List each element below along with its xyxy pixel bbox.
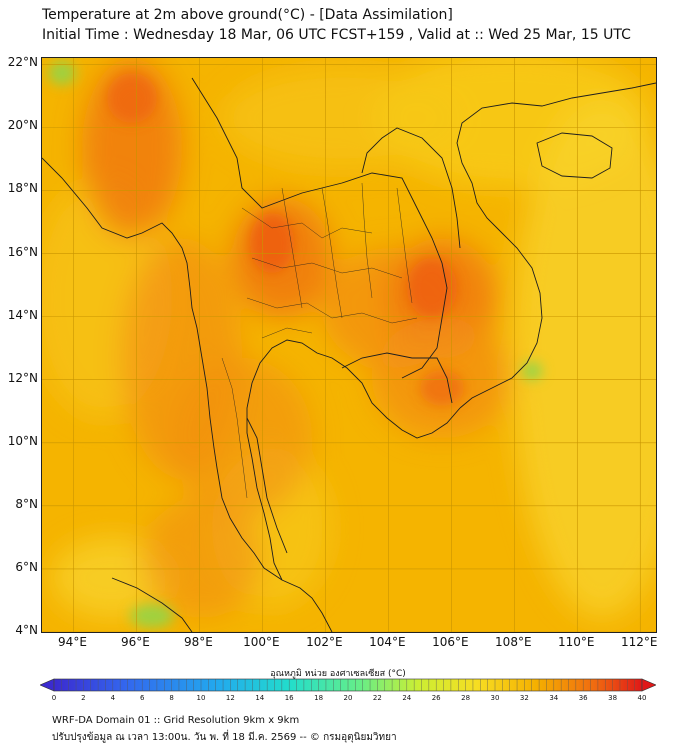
coastline-vietnam [456,82,656,409]
colorbar-tick-label: 38 [608,694,618,702]
coastline-myanmar-west [42,157,333,632]
lon-label: 108°E [495,635,532,649]
lon-label: 102°E [306,635,343,649]
footer-update-info: ปรับปรุงข้อมูล ณ เวลา 13:00น. วัน พ. ที่… [52,732,397,743]
lat-label: 6°N [15,559,38,574]
colorbar-tick-label: 14 [255,694,265,702]
colorbar-tick-label: 12 [225,694,235,702]
colorbar-tick-label: 32 [519,694,529,702]
coastline-gulf-thailand [246,339,461,581]
lon-label: 106°E [432,635,469,649]
colorbar-tick-label: 2 [81,694,86,702]
temperature-field [42,58,656,618]
land-borders [42,77,656,632]
lon-label: 112°E [621,635,658,649]
colorbar-label: อุณหภูมิ หน่วย องศาเซลเซียส (°C) [270,669,406,679]
colorbar-tick-label: 16 [284,694,294,702]
peninsula-border [246,417,288,554]
colorbar-tick-label: 10 [196,694,206,702]
colorbar-min-arrow [40,678,55,692]
colorbar-tick-label: 22 [372,694,382,702]
lon-label: 104°E [369,635,406,649]
colorbar-tick-label: 34 [549,694,559,702]
lon-label: 110°E [558,635,595,649]
colorbar-tick-label: 30 [490,694,500,702]
colorbar-tick-label: 24 [402,694,412,702]
lat-label: 22°N [7,55,38,70]
lat-label: 20°N [7,118,38,133]
colorbar-tick-label: 4 [110,694,116,702]
lat-label: 16°N [7,244,38,259]
map-canvas [42,58,656,632]
lat-label: 10°N [7,433,38,448]
temperature-map[interactable] [41,57,657,633]
footer-model-info: WRF-DA Domain 01 :: Grid Resolution 9km … [52,715,300,726]
lon-label: 94°E [58,635,87,649]
colorbar-tick-label: 26 [431,694,441,702]
cambodia-border [341,352,453,404]
lat-label: 8°N [15,496,38,511]
map-subtitle: Initial Time : Wednesday 18 Mar, 06 UTC … [42,27,631,43]
colorbar-tick-label: 8 [169,694,174,702]
lon-label: 100°E [243,635,280,649]
colorbar-tick-marks [53,679,643,691]
colorbar [40,678,656,692]
colorbar-tick-label: 20 [343,694,353,702]
lao-border [361,127,461,249]
colorbar-tick-label: 0 [51,694,57,702]
lon-label: 98°E [183,635,213,649]
map-title: Temperature at 2m above ground(°C) - [Da… [42,7,453,23]
colorbar-tick-label: 18 [314,694,324,702]
lat-label: 4°N [15,623,38,637]
province-lines [221,182,418,499]
thai-border [191,77,448,379]
lat-label: 12°N [7,370,38,385]
colorbar-tick-label: 40 [637,694,647,702]
colorbar-max-arrow [641,678,656,692]
sumatra-tip [111,577,193,632]
hainan-island [536,132,613,179]
graticule [42,58,656,632]
lat-label: 14°N [7,307,38,322]
lon-label: 96°E [121,635,150,649]
colorbar-tick-label: 6 [139,694,145,702]
lat-label: 18°N [7,181,38,196]
colorbar-tick-label: 36 [578,694,588,702]
colorbar-tick-label: 28 [461,694,471,702]
cool-spots [48,61,542,628]
